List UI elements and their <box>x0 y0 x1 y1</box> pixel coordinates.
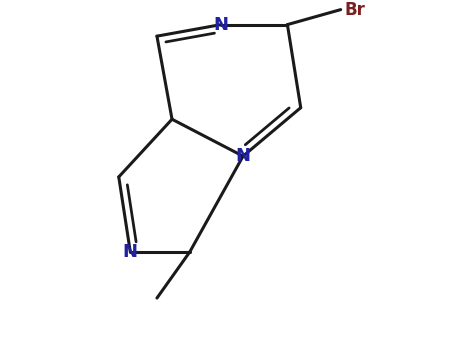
Text: N: N <box>213 16 228 34</box>
Text: N: N <box>236 147 251 165</box>
Text: N: N <box>123 243 138 261</box>
Text: Br: Br <box>345 1 365 19</box>
